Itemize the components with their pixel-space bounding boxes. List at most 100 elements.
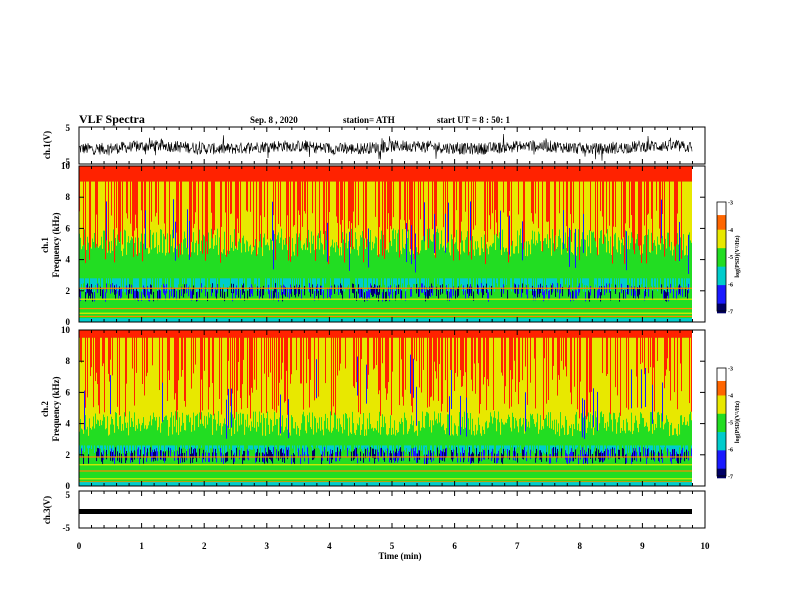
spectrogram-cell xyxy=(258,330,260,338)
spectrogram-cell xyxy=(140,330,142,338)
spectrogram-cell xyxy=(133,445,135,452)
spectrogram-cell xyxy=(179,181,181,244)
spectrogram-cell xyxy=(617,395,619,423)
spectrogram-cell xyxy=(318,396,320,429)
spectrogram-cell xyxy=(108,373,110,436)
spectrogram-cell xyxy=(649,330,651,338)
chart-title: VLF Spectra xyxy=(79,112,145,126)
spectrogram-cell xyxy=(102,454,104,464)
spectrogram-cell xyxy=(242,181,244,238)
spectrogram-cell xyxy=(147,445,149,449)
colorbar-segment xyxy=(717,286,726,290)
spectrogram-cell xyxy=(653,450,655,460)
spectrogram-cell xyxy=(346,181,348,234)
spectrogram-cell xyxy=(599,166,601,182)
spectrogram-cell xyxy=(395,337,397,436)
spectrogram-cell xyxy=(456,330,458,338)
spectrogram-cell xyxy=(582,278,584,284)
spectrogram-cell xyxy=(299,330,301,338)
spectrogram-cell xyxy=(556,278,558,290)
spectrogram-cell xyxy=(420,219,422,251)
spectrogram-cell xyxy=(378,330,380,395)
spectrogram-cell xyxy=(397,337,399,433)
spectrogram-cell xyxy=(229,337,231,430)
spectrogram-cell xyxy=(424,330,426,338)
spectrogram-cell xyxy=(131,181,133,238)
spectrogram-cell xyxy=(647,166,649,215)
spectrogram-cell xyxy=(113,445,115,451)
spectrogram-cell xyxy=(640,330,642,365)
spectrogram-cell xyxy=(154,445,156,450)
spectrogram-cell xyxy=(635,290,637,301)
spectrogram-cell xyxy=(610,291,612,301)
spectrogram-cell xyxy=(673,445,675,450)
spectrogram-cell xyxy=(177,166,179,246)
spectrogram-cell xyxy=(553,365,555,430)
colorbar-segment xyxy=(717,299,726,303)
spectrogram-cell xyxy=(336,330,338,338)
spectrogram-cell xyxy=(627,166,629,182)
spectrogram-cell xyxy=(484,166,486,232)
spectrogram-cell xyxy=(89,337,91,419)
spectrogram-cell xyxy=(679,337,681,435)
spectrogram-cell xyxy=(661,445,663,450)
spectrogram-cell xyxy=(425,291,427,302)
spectrogram-cell xyxy=(183,166,185,182)
spectrogram-cell xyxy=(494,453,496,463)
spectrogram-cell xyxy=(98,445,100,449)
spectrogram-cell xyxy=(635,330,637,338)
spectrogram-cell xyxy=(681,278,683,287)
spectrogram-cell xyxy=(429,406,431,427)
spectrogram-cell xyxy=(510,330,512,371)
spectrogram-cell xyxy=(351,166,353,224)
spectrogram-cell xyxy=(578,286,580,296)
spectrogram-cell xyxy=(153,330,155,338)
spectrogram-cell xyxy=(366,330,368,338)
spectrogram-cell xyxy=(628,285,630,295)
spectrogram-cell xyxy=(174,278,176,288)
spectrogram-cell xyxy=(113,181,115,230)
spectrogram-cell xyxy=(364,292,366,302)
spectrogram-cell xyxy=(289,289,291,299)
spectrogram-cell xyxy=(219,330,221,400)
spectrogram-cell xyxy=(567,278,569,288)
spectrogram-cell xyxy=(545,337,547,419)
spectrogram-cell xyxy=(637,166,639,182)
spectrogram-cell xyxy=(129,166,131,182)
spectrogram-cell xyxy=(90,166,92,248)
spectrogram-cell xyxy=(613,445,615,449)
spectrogram-cell xyxy=(475,393,477,425)
spectrogram-cell xyxy=(120,337,122,417)
spectrogram-cell xyxy=(490,278,492,292)
spectrogram-cell xyxy=(677,453,679,464)
spectrogram-cell xyxy=(508,445,510,452)
spectrogram-cell xyxy=(463,452,465,463)
spectrogram-cell xyxy=(365,330,367,338)
spectrogram-cell xyxy=(216,166,218,182)
spectrogram-cell xyxy=(248,450,250,461)
spectrogram-cell xyxy=(531,278,533,292)
spectrogram-cell xyxy=(483,330,485,385)
spectrogram-cell xyxy=(473,453,475,463)
spectrogram-cell xyxy=(489,278,491,286)
spectrogram-cell xyxy=(243,181,245,236)
spectrogram-cell xyxy=(655,278,657,290)
spectrogram-cell xyxy=(354,166,356,182)
spectrogram-cell xyxy=(386,330,388,400)
spectrogram-cell xyxy=(673,337,675,435)
spectrogram-cell xyxy=(322,337,324,430)
spectrogram-cell xyxy=(337,445,339,448)
spectrogram-cell xyxy=(541,445,543,453)
spectrogram-cell xyxy=(310,166,312,182)
spectrogram-cell xyxy=(250,445,252,450)
spectrogram-cell xyxy=(580,445,582,451)
spectrogram-cell xyxy=(376,288,378,298)
spectrogram-cell xyxy=(455,181,457,243)
spectrogram-cell xyxy=(687,290,689,300)
spectrogram-cell xyxy=(178,454,180,464)
spectrogram-cell xyxy=(406,337,408,421)
spectrogram-cell xyxy=(422,166,424,182)
spectrogram-cell xyxy=(557,181,559,247)
spectrogram-cell xyxy=(178,380,180,436)
spectrogram-cell xyxy=(623,289,625,300)
